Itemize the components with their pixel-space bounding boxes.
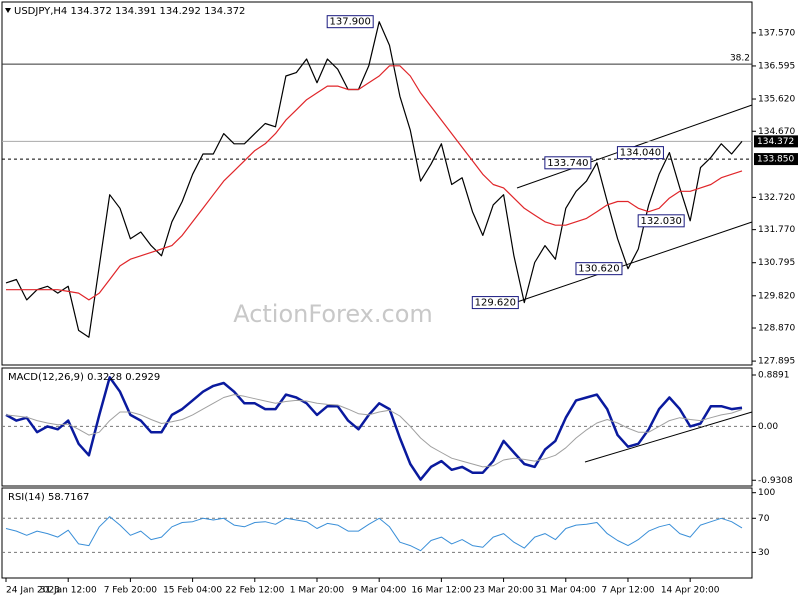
title-marker: [5, 8, 11, 13]
y-tick-label: 136.595: [758, 61, 795, 71]
x-tick-label: 22 Feb 12:00: [225, 586, 284, 596]
x-tick-label: 7 Apr 12:00: [601, 586, 654, 596]
x-tick-label: 9 Mar 04:00: [352, 586, 407, 596]
macd-trendline: [584, 411, 753, 463]
x-tick-label: 15 Feb 04:00: [163, 586, 222, 596]
annotation-box: [616, 146, 664, 160]
price-label: 133.850: [757, 155, 794, 165]
y-tick-label: 130.795: [758, 258, 795, 268]
y-tick-label: 134.670: [758, 127, 795, 137]
annotation-label: 129.620: [475, 298, 516, 309]
y-tick-label: 129.820: [758, 291, 795, 301]
series-line: [5, 394, 743, 468]
annotation-box: [326, 15, 374, 29]
series-line: [6, 65, 743, 301]
price-label-box: [754, 153, 798, 166]
y-tick-label: 0.8891: [758, 370, 790, 380]
series-line: [5, 21, 743, 338]
annotation-label: 137.900: [330, 17, 371, 28]
x-tick-label: 7 Feb 20:00: [104, 586, 158, 596]
panel-frame: [1, 1, 753, 366]
y-tick-label: -0.9308: [758, 476, 793, 486]
watermark: ActionForex.com: [233, 300, 433, 328]
y-tick-label: 128.870: [758, 324, 795, 334]
y-tick-label: 0.00: [758, 422, 778, 432]
y-tick-label: 131.770: [758, 225, 795, 235]
annotation-label: 132.030: [640, 216, 681, 227]
panel-frame: [1, 487, 753, 579]
x-tick-label: 31 Jan 12:00: [40, 586, 97, 596]
channel-lower: [516, 221, 753, 303]
x-tick-label: 1 Mar 20:00: [290, 586, 345, 596]
annotation-box: [471, 296, 519, 310]
y-tick-label: 100: [758, 488, 775, 498]
x-tick-label: 31 Mar 04:00: [536, 586, 596, 596]
panel-title: USDJPY,H4 134.372 134.391 134.292 134.37…: [14, 6, 245, 17]
y-tick-label: 135.620: [758, 95, 795, 105]
y-tick-label: 70: [758, 514, 770, 524]
x-tick-label: 23 Mar 20:00: [474, 586, 534, 596]
annotation-box: [544, 156, 592, 170]
annotation-box: [637, 214, 685, 228]
y-tick-label: 137.570: [758, 28, 795, 38]
annotation-box: [575, 262, 623, 276]
y-tick-label: 30: [758, 548, 770, 558]
x-tick-label: 24 Jan 2023: [6, 586, 60, 596]
x-tick-label: 16 Mar 12:00: [411, 586, 471, 596]
series-line: [5, 376, 743, 481]
price-label: 134.372: [757, 137, 794, 147]
fib-level-label: 38.2: [730, 54, 750, 64]
price-label-box: [754, 135, 798, 148]
x-tick-label: 14 Apr 20:00: [661, 586, 720, 596]
panel-title: MACD(12,26,9) 0.3228 0.2929: [8, 372, 160, 383]
series-line: [5, 516, 743, 552]
annotation-label: 133.740: [547, 158, 588, 169]
y-tick-label: 127.895: [758, 357, 795, 367]
annotation-label: 130.620: [578, 264, 619, 275]
panel-title: RSI(14) 58.7167: [8, 492, 89, 503]
annotation-label: 134.040: [620, 148, 661, 159]
y-tick-label: 132.720: [758, 193, 795, 203]
panel-frame: [1, 367, 753, 487]
